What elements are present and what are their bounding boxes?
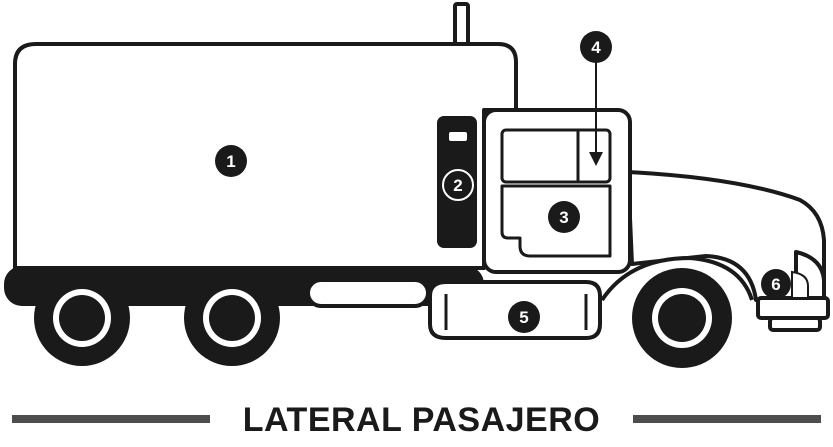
marker-6: 6 xyxy=(761,269,791,299)
marker-4: 4 xyxy=(580,31,612,63)
marker-4-arrow xyxy=(589,62,603,166)
hood xyxy=(626,170,826,302)
marker-6-label: 6 xyxy=(771,275,780,294)
front-bumper xyxy=(756,296,830,320)
rear-wheel-1 xyxy=(34,270,130,366)
marker-3-label: 3 xyxy=(559,208,568,227)
caption-bar-right xyxy=(633,415,821,423)
front-wheel xyxy=(632,268,732,368)
marker-1-label: 1 xyxy=(226,152,235,171)
rear-wheel-2 xyxy=(184,270,280,366)
wheels xyxy=(34,268,732,368)
caption-bar-left xyxy=(12,415,210,423)
marker-2: 2 xyxy=(442,169,474,201)
marker-5: 5 xyxy=(508,301,540,333)
side-step xyxy=(306,278,430,308)
marker-2-label: 2 xyxy=(453,176,462,195)
caption-title: LATERAL PASAJERO xyxy=(242,401,601,439)
marker-4-label: 4 xyxy=(591,38,601,57)
marker-5-label: 5 xyxy=(519,308,528,327)
caption: LATERAL PASAJERO xyxy=(0,396,833,444)
cab-window xyxy=(500,128,612,184)
cargo-box xyxy=(13,42,518,270)
headlight xyxy=(791,270,809,299)
marker-1: 1 xyxy=(215,145,247,177)
marker-3: 3 xyxy=(548,201,580,233)
